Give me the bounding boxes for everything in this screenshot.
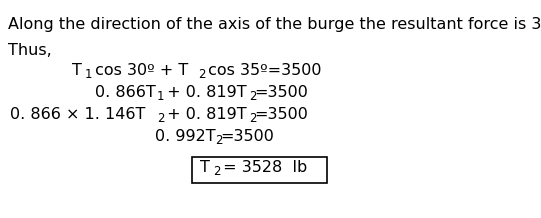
- Text: 1: 1: [85, 68, 93, 81]
- Text: 0. 866 × 1. 146T: 0. 866 × 1. 146T: [10, 107, 146, 122]
- Text: 0. 992T: 0. 992T: [155, 129, 216, 144]
- Text: 1: 1: [157, 90, 164, 103]
- Text: 2: 2: [198, 68, 206, 81]
- Text: + 0. 819T: + 0. 819T: [162, 107, 247, 122]
- Text: 2: 2: [213, 165, 221, 178]
- Text: 2: 2: [157, 112, 164, 125]
- FancyBboxPatch shape: [192, 157, 327, 183]
- Text: T: T: [200, 160, 210, 175]
- Text: Along the direction of the axis of the burge the resultant force is 3500 lb: Along the direction of the axis of the b…: [8, 17, 541, 32]
- Text: = 3528  lb: = 3528 lb: [218, 160, 307, 175]
- Text: 2: 2: [249, 90, 256, 103]
- Text: 2: 2: [249, 112, 256, 125]
- Text: =3500: =3500: [254, 85, 308, 100]
- Text: cos 30º + T: cos 30º + T: [90, 63, 188, 78]
- Text: cos 35º=3500: cos 35º=3500: [203, 63, 321, 78]
- Text: 2: 2: [215, 134, 222, 147]
- Text: 0. 866T: 0. 866T: [95, 85, 156, 100]
- Text: Thus,: Thus,: [8, 43, 52, 58]
- Text: =3500: =3500: [220, 129, 274, 144]
- Text: + 0. 819T: + 0. 819T: [162, 85, 247, 100]
- Text: =3500: =3500: [254, 107, 308, 122]
- Text: T: T: [72, 63, 82, 78]
